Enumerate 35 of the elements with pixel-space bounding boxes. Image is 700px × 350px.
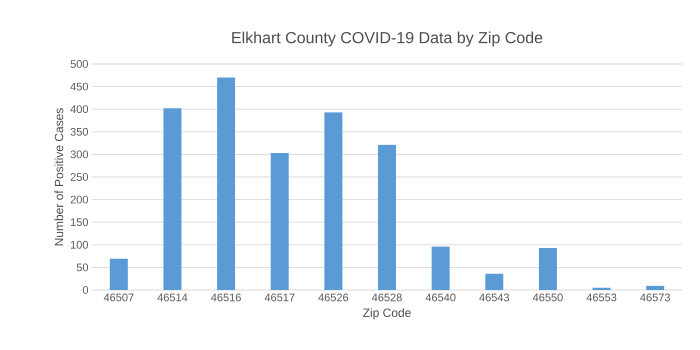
x-tick-label: 46516 — [211, 294, 241, 302]
y-tick-label: 200 — [70, 196, 88, 204]
x-tick-label: 46573 — [640, 294, 670, 302]
bar — [217, 78, 236, 290]
y-tick-label: 400 — [70, 105, 88, 114]
bar — [324, 112, 342, 290]
y-tick-label: 150 — [70, 218, 88, 226]
y-tick-label: 0 — [82, 286, 88, 294]
x-tick-label: 46528 — [372, 294, 402, 302]
bar — [378, 144, 396, 290]
x-tick-label: 46553 — [586, 294, 616, 302]
bar — [270, 153, 289, 290]
y-tick-label: 450 — [70, 82, 88, 90]
bar — [110, 258, 128, 290]
x-tick-label: 46517 — [264, 294, 294, 302]
x-axis-title: Zip Code — [363, 308, 411, 320]
bar — [646, 286, 664, 290]
y-tick-label: 100 — [70, 240, 88, 249]
bar — [485, 274, 504, 290]
x-tick-label: 46514 — [157, 294, 188, 302]
x-tick-label: 46507 — [104, 294, 134, 302]
bar — [432, 246, 450, 290]
bar — [163, 108, 182, 290]
y-axis-title: Number of Positive Cases — [54, 108, 64, 246]
y-tick-label: 350 — [70, 128, 88, 136]
x-tick-label: 46526 — [318, 294, 348, 302]
y-tick-label: 50 — [76, 264, 88, 272]
x-tick-label: 46540 — [426, 294, 456, 302]
chart-title: Elkhart County COVID-19 Data by Zip Code — [232, 32, 542, 46]
y-tick-label: 300 — [70, 150, 88, 158]
y-tick-label: 500 — [70, 60, 88, 68]
bar — [538, 248, 557, 290]
y-tick-label: 250 — [70, 173, 88, 181]
x-tick-label: 46550 — [532, 294, 563, 302]
x-tick-label: 46543 — [479, 294, 510, 302]
